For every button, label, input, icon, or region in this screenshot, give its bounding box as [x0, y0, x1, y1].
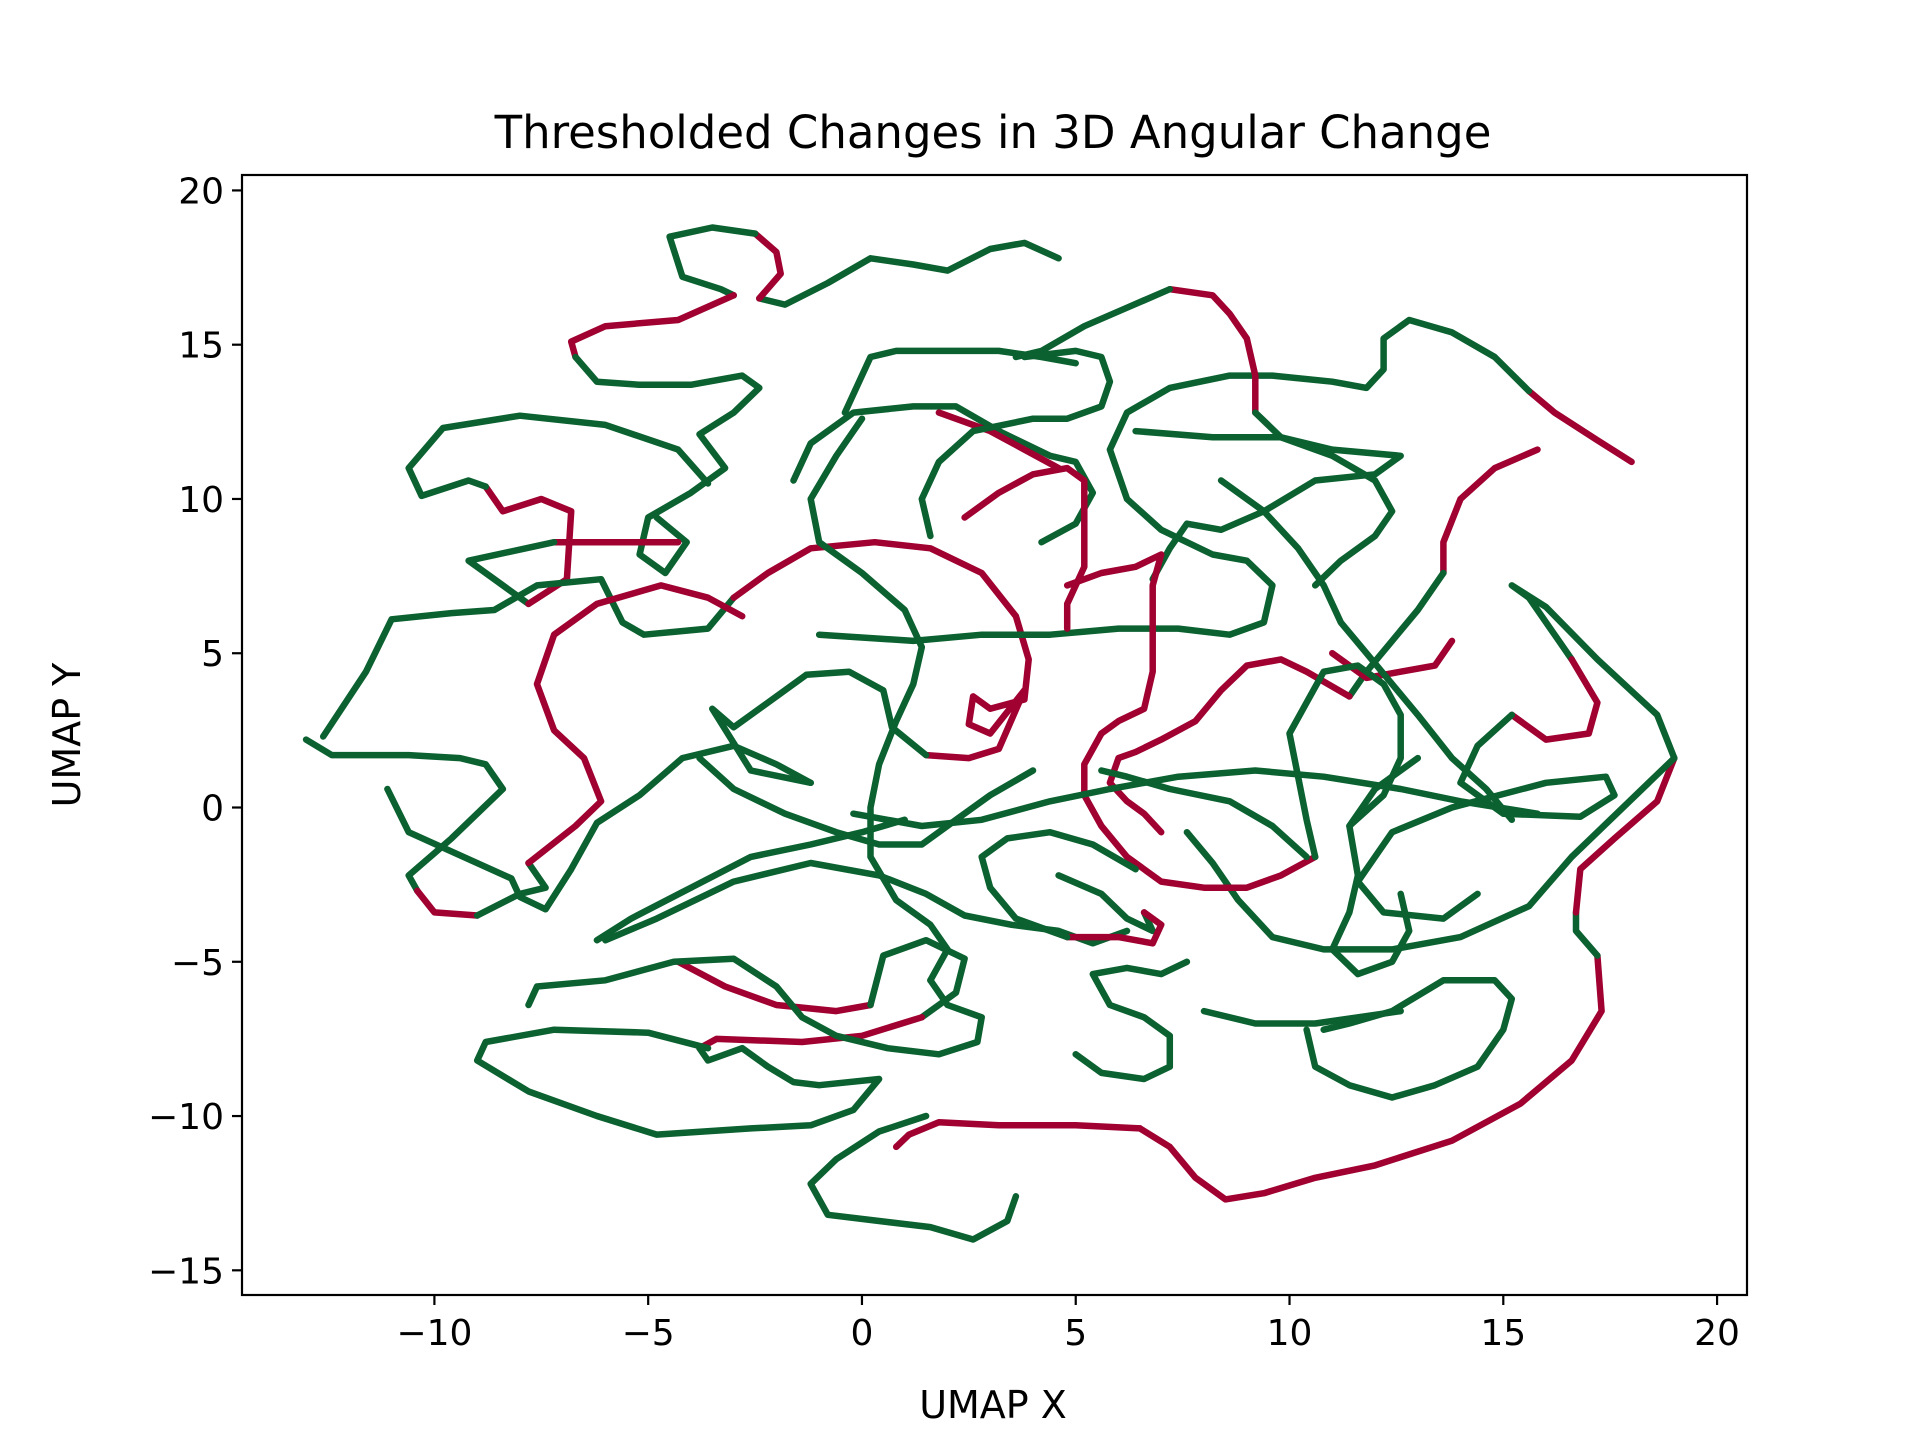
series-line-low-2: [666, 224, 759, 299]
series-line-low-4: [572, 353, 763, 577]
series-line-low-61: [918, 347, 1114, 540]
series-line-high-38: [1329, 637, 1456, 682]
series-line-low-8: [405, 412, 712, 500]
series-line-low-44: [807, 415, 951, 984]
y-axis: −15 −10 −5 0 5 10 15 20: [148, 171, 242, 1292]
series-line-high-40: [1166, 285, 1259, 416]
chart-title: Thresholded Changes in 3D Angular Change: [494, 106, 1492, 159]
y-tick-label: 15: [178, 326, 224, 367]
series-line-low-36: [1346, 569, 1447, 700]
x-tick-label: 15: [1480, 1313, 1526, 1354]
x-tick-label: 0: [851, 1313, 874, 1354]
series-line-low-27: [1572, 909, 1601, 959]
x-axis-label: UMAP X: [919, 1383, 1067, 1427]
series-line-high-10: [730, 538, 1032, 762]
series-line-low-59: [1217, 477, 1516, 824]
x-tick-label: −5: [622, 1313, 675, 1354]
y-tick-label: −10: [148, 1097, 224, 1138]
series-line-low-53: [978, 828, 1139, 941]
series-line-high-26: [1136, 952, 1605, 1203]
series-line-high-33: [1525, 387, 1635, 466]
x-tick-label: 20: [1694, 1313, 1740, 1354]
series-line-low-9: [319, 575, 737, 740]
series-line-high-35: [1440, 446, 1541, 577]
y-tick-label: 5: [201, 634, 224, 675]
series-line-low-42: [1252, 409, 1396, 589]
series-line-high-25: [892, 1118, 1144, 1151]
series-line-low-21: [473, 1026, 883, 1138]
series-line-high-47: [961, 464, 1088, 632]
x-tick-label: 5: [1064, 1313, 1087, 1354]
series-line-high-52: [1063, 909, 1165, 947]
series-line-high-48: [1063, 551, 1165, 737]
series-line-low-12: [302, 736, 507, 895]
y-tick-label: −15: [148, 1251, 224, 1292]
series-line-low-41: [1012, 285, 1174, 361]
axes-frame: [240, 173, 1749, 1297]
series-line-low-16: [384, 742, 814, 913]
x-tick-label: −10: [396, 1313, 472, 1354]
series-line-low-54: [1072, 958, 1191, 1083]
series-line-high-3: [567, 292, 737, 361]
series-line-high-37: [1106, 656, 1353, 836]
series-line-low-57: [1098, 767, 1310, 861]
series-line-high-49: [1081, 730, 1319, 891]
series-line-low-11: [709, 668, 930, 787]
series-line-low-55: [1303, 977, 1516, 1101]
series-line-low-23: [593, 816, 908, 944]
series-line-low-24: [807, 1112, 1020, 1243]
series-line-high-13: [414, 887, 481, 919]
series-line-high-20: [696, 1014, 926, 1052]
series-line-low-58: [850, 767, 1541, 830]
x-axis: −10 −5 0 5 10 15 20: [396, 1295, 1740, 1354]
series-line-high-18: [674, 958, 874, 1015]
series-line-high-28: [1572, 754, 1678, 916]
series-line-low-34: [815, 316, 1533, 645]
series-line-low-22: [525, 955, 985, 1058]
series-line-low-60: [696, 754, 1037, 848]
series-line-low-14: [473, 859, 549, 919]
plot-area: [302, 224, 1678, 1243]
series-line-high-46: [935, 409, 1062, 472]
series-line-high-15: [525, 582, 746, 867]
series-line-low-51: [1055, 872, 1156, 935]
y-tick-label: 10: [178, 480, 224, 521]
x-tick-label: 10: [1267, 1313, 1313, 1354]
series-line-low-50: [1286, 662, 1404, 861]
series-line-low-6: [465, 538, 558, 608]
series-line-low-56: [1200, 1007, 1404, 1027]
series-line-high-1: [751, 230, 784, 302]
series-line-high-30: [1508, 656, 1601, 743]
series-line-low-0: [756, 239, 1062, 308]
series-line-low-29: [1508, 582, 1678, 762]
series-line-low-62: [841, 347, 1079, 416]
series-line-low-31: [1354, 711, 1618, 922]
y-tick-label: 0: [201, 789, 224, 830]
y-tick-label: 20: [178, 171, 224, 212]
series-line-low-39: [1132, 427, 1404, 583]
y-axis-label: UMAP Y: [45, 662, 89, 808]
y-tick-label: −5: [171, 943, 224, 984]
